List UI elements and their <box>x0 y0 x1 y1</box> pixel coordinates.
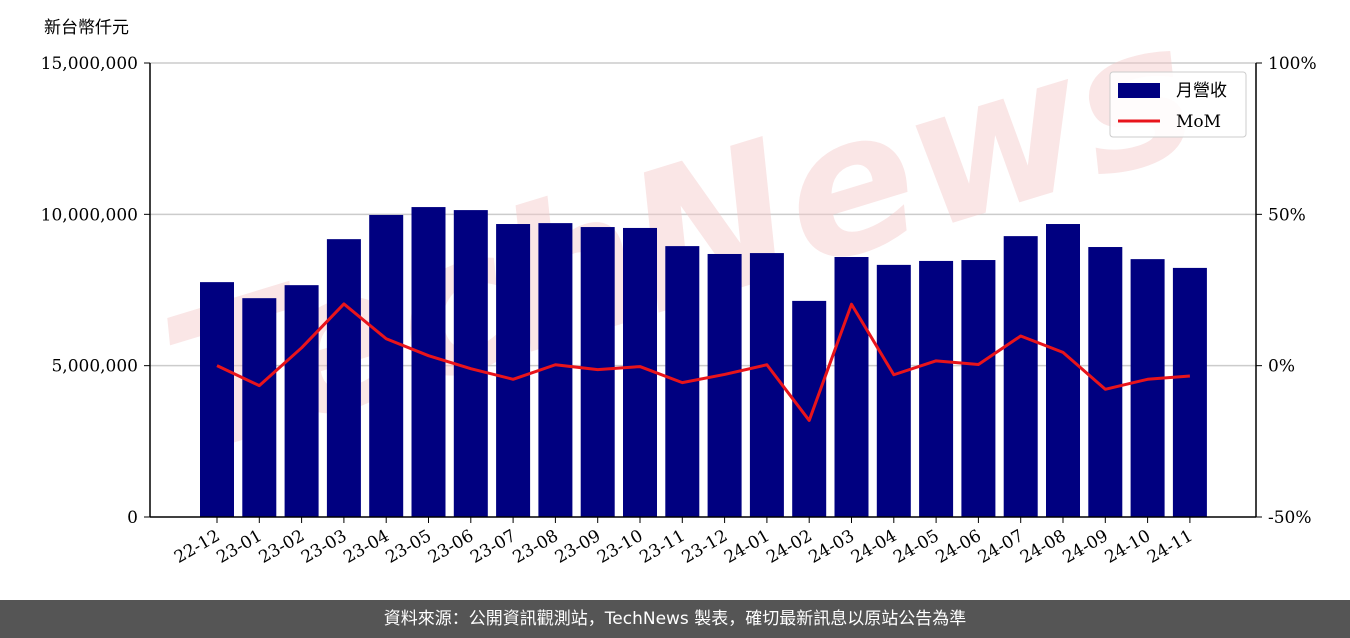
x-tick-label: 23-08 <box>509 526 561 568</box>
x-tick-label: 24-01 <box>721 526 773 568</box>
y2-tick-label: 50% <box>1268 205 1306 225</box>
bar <box>411 207 446 517</box>
x-tick-label: 24-10 <box>1102 526 1154 568</box>
x-tick-label: 23-01 <box>213 526 265 568</box>
chart: 新台幣仟元 0 5,000,000 10,000,000 15,000,000 -50%… <box>41 0 1317 568</box>
footer: 資料來源：公開資訊觀測站，TechNews 製表，確切最新訊息以原站公告為準 <box>0 600 1350 638</box>
x-tick-label: 24-02 <box>763 526 815 568</box>
y-tick-label: 10,000,000 <box>41 205 138 225</box>
bar <box>200 282 234 517</box>
x-tick-label: 23-09 <box>552 526 604 568</box>
x-tick-label: 24-04 <box>848 526 900 568</box>
bar <box>834 257 869 517</box>
x-tick-label: 22-12 <box>171 526 223 568</box>
bar <box>1003 236 1038 517</box>
x-tick-label: 24-06 <box>932 526 984 568</box>
x-tick-label: 23-10 <box>594 526 646 568</box>
x-tick-label: 23-11 <box>636 526 688 568</box>
x-tick-label: 23-03 <box>298 526 350 568</box>
y2-tick-label: 100% <box>1268 54 1317 74</box>
x-tick-label: 24-11 <box>1144 526 1196 568</box>
bar <box>792 300 827 517</box>
bar <box>919 260 954 517</box>
x-tick-label: 24-05 <box>890 526 942 568</box>
x-tick-label: 23-06 <box>425 526 477 568</box>
bar <box>1046 224 1080 517</box>
y2-tick-label: 0% <box>1268 357 1295 377</box>
bar <box>580 227 615 517</box>
bar <box>1130 259 1165 517</box>
legend-swatch <box>1118 83 1160 98</box>
x-tick-label: 23-04 <box>340 526 392 568</box>
bar <box>453 210 488 517</box>
y-axis-label: 新台幣仟元 <box>44 18 129 38</box>
y-tick-label: 0 <box>127 508 138 528</box>
bar <box>242 298 277 517</box>
legend-label: MoM <box>1176 112 1221 132</box>
x-tick-label: 24-08 <box>1017 526 1069 568</box>
x-tick-label: 23-07 <box>467 526 519 568</box>
x-tick-label: 23-12 <box>679 526 731 568</box>
bar <box>496 224 531 517</box>
x-tick-label: 23-05 <box>383 526 435 568</box>
legend-label: 月營收 <box>1176 81 1227 101</box>
x-tick-label: 24-07 <box>975 526 1027 568</box>
bar <box>1088 247 1123 517</box>
y2-tick-label: -50% <box>1268 508 1312 528</box>
bar <box>369 214 404 517</box>
x-tick-label: 24-09 <box>1059 526 1111 568</box>
bar <box>749 253 784 518</box>
line <box>216 302 1191 422</box>
bar <box>1172 267 1207 517</box>
y-tick-label: 15,000,000 <box>41 54 138 74</box>
x-tick-label: 23-02 <box>256 526 308 568</box>
bar <box>284 285 319 517</box>
bar <box>961 260 996 517</box>
bar <box>326 239 361 518</box>
x-tick-label: 24-03 <box>806 526 858 568</box>
y-tick-label: 5,000,000 <box>51 357 138 377</box>
bar <box>707 253 742 517</box>
bar <box>876 264 911 517</box>
